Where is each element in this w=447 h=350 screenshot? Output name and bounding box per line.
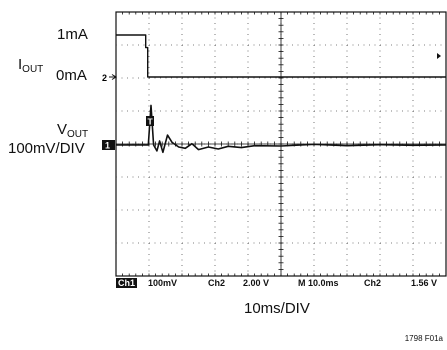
trigger-marker-box	[146, 116, 154, 126]
graticule	[115, 11, 447, 277]
iout-label: IOUT	[18, 56, 44, 75]
status-ch1-scale: 100mV	[148, 278, 178, 288]
status-trigger-level: 1.56 V	[411, 278, 438, 288]
status-timebase: M 10.0ms	[298, 278, 339, 288]
figure-id: 1798 F01a	[404, 334, 443, 343]
x-axis-label: 10ms/DIV	[244, 300, 310, 317]
trigger-level-arrow-icon	[437, 53, 441, 59]
trace-iout	[116, 34, 446, 78]
iout-high-label: 1mA	[57, 26, 88, 43]
trigger-marker: T	[148, 117, 154, 127]
vout-label: VOUT	[57, 121, 89, 140]
ch2-arrow-icon	[109, 74, 117, 80]
status-ch2: Ch2	[208, 278, 226, 288]
iout-zero-label: 0mA	[56, 67, 87, 84]
status-ch1: Ch1	[116, 278, 138, 288]
channel-markers: 2 1 T	[102, 53, 441, 151]
status-trigger-source: Ch2	[364, 278, 382, 288]
scope-status-bar: Ch1 100mV Ch2 2.00 V M 10.0ms Ch2 1.56 V	[116, 278, 446, 290]
ch2-marker: 2	[102, 73, 107, 83]
status-ch2-scale: 2.00 V	[243, 278, 270, 288]
trace-vout	[116, 104, 447, 154]
ch1-marker: 1	[105, 141, 110, 151]
vout-scale-label: 100mV/DIV	[8, 140, 85, 157]
traces	[116, 34, 447, 154]
ch1-marker-box	[102, 140, 115, 150]
